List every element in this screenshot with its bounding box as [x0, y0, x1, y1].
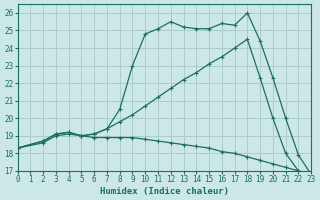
X-axis label: Humidex (Indice chaleur): Humidex (Indice chaleur)	[100, 187, 229, 196]
